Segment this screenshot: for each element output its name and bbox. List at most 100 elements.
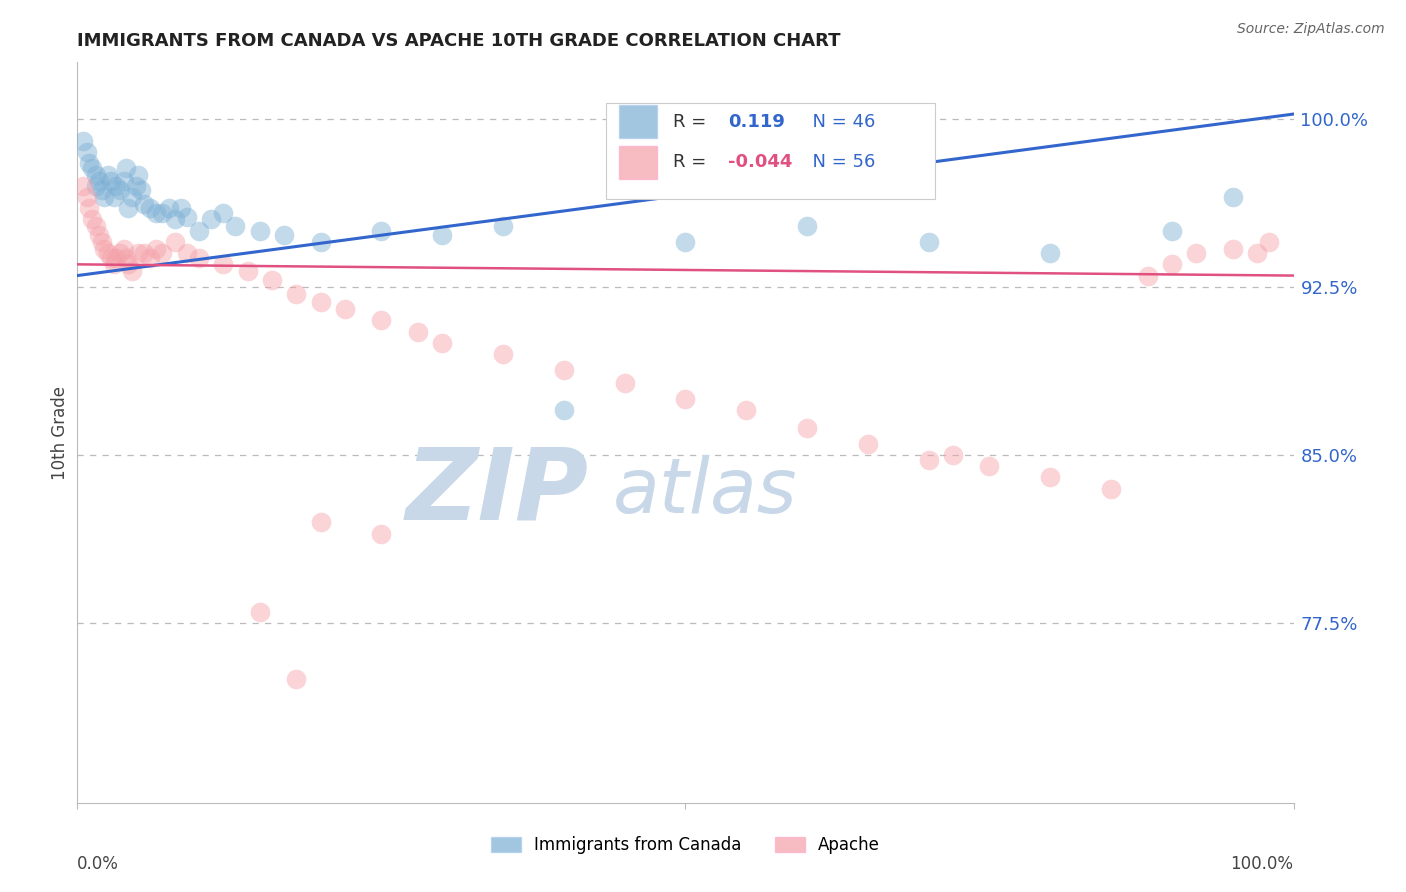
Point bbox=[176, 246, 198, 260]
Point bbox=[93, 242, 115, 256]
Point bbox=[127, 246, 149, 260]
Point bbox=[117, 257, 139, 271]
Legend: Immigrants from Canada, Apache: Immigrants from Canada, Apache bbox=[484, 830, 887, 861]
Point bbox=[93, 190, 115, 204]
Point bbox=[115, 251, 138, 265]
Point bbox=[1222, 190, 1244, 204]
Point bbox=[370, 313, 392, 327]
Point bbox=[152, 246, 174, 260]
Point bbox=[100, 251, 122, 265]
Y-axis label: 10th Grade: 10th Grade bbox=[51, 385, 69, 480]
FancyBboxPatch shape bbox=[606, 103, 935, 200]
Point bbox=[918, 235, 941, 249]
Point bbox=[84, 178, 107, 193]
Point bbox=[121, 264, 143, 278]
Point bbox=[675, 235, 697, 249]
Point bbox=[856, 437, 879, 451]
Point bbox=[79, 156, 101, 170]
Point bbox=[188, 224, 211, 238]
Point bbox=[1222, 242, 1244, 256]
Point bbox=[553, 363, 575, 377]
Text: N = 46: N = 46 bbox=[801, 112, 876, 130]
Point bbox=[249, 605, 271, 619]
Point bbox=[333, 302, 356, 317]
Point bbox=[89, 174, 111, 188]
Point bbox=[260, 273, 283, 287]
Point bbox=[212, 257, 235, 271]
Point bbox=[1136, 268, 1159, 283]
Point bbox=[1246, 246, 1268, 260]
Point bbox=[200, 212, 222, 227]
Point bbox=[145, 206, 167, 220]
Point bbox=[90, 183, 112, 197]
Point bbox=[112, 174, 135, 188]
Point bbox=[918, 452, 941, 467]
Point bbox=[176, 211, 198, 225]
Point bbox=[72, 178, 94, 193]
Point bbox=[112, 242, 135, 256]
Point bbox=[90, 235, 112, 249]
Point bbox=[163, 235, 186, 249]
Point bbox=[1039, 246, 1062, 260]
Point bbox=[105, 178, 128, 193]
Point bbox=[188, 251, 211, 265]
Point bbox=[84, 219, 107, 234]
Point bbox=[406, 325, 429, 339]
Text: N = 56: N = 56 bbox=[801, 153, 876, 171]
Text: 0.119: 0.119 bbox=[728, 112, 785, 130]
Point bbox=[80, 212, 103, 227]
Point bbox=[735, 403, 758, 417]
Point bbox=[370, 526, 392, 541]
Point bbox=[79, 201, 101, 215]
Point bbox=[430, 335, 453, 350]
Point bbox=[121, 190, 143, 204]
Point bbox=[979, 459, 1001, 474]
Point bbox=[129, 183, 152, 197]
Point bbox=[675, 392, 697, 406]
Text: atlas: atlas bbox=[613, 455, 797, 529]
Point bbox=[117, 201, 139, 215]
Point bbox=[492, 347, 515, 361]
Point bbox=[76, 190, 98, 204]
Point bbox=[139, 201, 162, 215]
Point bbox=[224, 219, 246, 234]
Text: 0.0%: 0.0% bbox=[77, 855, 120, 872]
FancyBboxPatch shape bbox=[619, 145, 658, 179]
Text: Source: ZipAtlas.com: Source: ZipAtlas.com bbox=[1237, 22, 1385, 37]
Point bbox=[1161, 224, 1184, 238]
Point bbox=[796, 219, 818, 234]
Point bbox=[1185, 246, 1208, 260]
Point bbox=[76, 145, 98, 160]
Point bbox=[80, 161, 103, 175]
Point bbox=[170, 201, 193, 215]
Point bbox=[236, 264, 259, 278]
Text: 100.0%: 100.0% bbox=[1230, 855, 1294, 872]
Point bbox=[1039, 470, 1062, 484]
Point bbox=[115, 161, 138, 175]
Point bbox=[309, 295, 332, 310]
Point bbox=[89, 228, 111, 243]
Point bbox=[249, 224, 271, 238]
Text: ZIP: ZIP bbox=[405, 443, 588, 541]
Point bbox=[157, 201, 180, 215]
Point bbox=[285, 286, 308, 301]
Point bbox=[97, 168, 120, 182]
Point bbox=[163, 212, 186, 227]
Point bbox=[273, 228, 295, 243]
Point bbox=[103, 190, 125, 204]
Point bbox=[103, 257, 125, 271]
Point bbox=[84, 168, 107, 182]
Point bbox=[152, 206, 174, 220]
Point bbox=[100, 174, 122, 188]
Point bbox=[145, 242, 167, 256]
Point bbox=[492, 219, 515, 234]
FancyBboxPatch shape bbox=[619, 105, 658, 138]
Point bbox=[309, 235, 332, 249]
Point bbox=[613, 376, 636, 391]
Point bbox=[212, 206, 235, 220]
Point bbox=[1161, 257, 1184, 271]
Point bbox=[139, 251, 162, 265]
Text: -0.044: -0.044 bbox=[728, 153, 793, 171]
Point bbox=[105, 251, 128, 265]
Point bbox=[108, 183, 131, 197]
